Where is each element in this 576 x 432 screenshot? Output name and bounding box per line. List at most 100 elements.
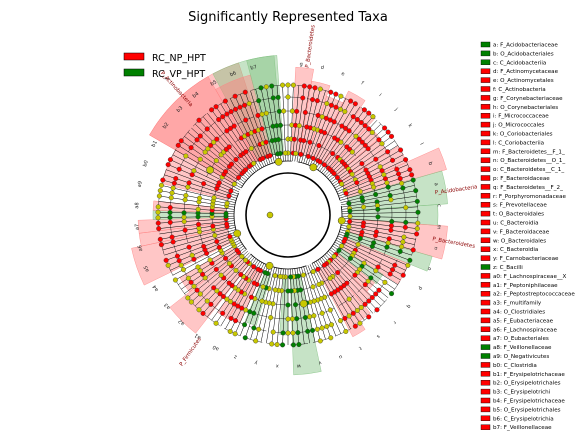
taxon-node: [371, 184, 377, 190]
clade-letter: v: [318, 359, 322, 365]
taxon-node: [171, 180, 177, 186]
taxon-node: [288, 274, 294, 280]
clade-letter: a6: [137, 244, 144, 251]
major-node: [265, 261, 274, 270]
taxon-node: [399, 180, 405, 186]
taxon-node: [189, 252, 195, 258]
taxon-node: [328, 291, 334, 297]
taxon-node: [204, 298, 210, 304]
taxon-node: [310, 327, 316, 333]
taxon-node: [385, 240, 391, 246]
key-swatch: [480, 424, 491, 430]
key-entry: a: F_Acidobacteriaceae: [493, 43, 558, 49]
taxon-node: [176, 258, 182, 264]
taxon-node: [167, 157, 173, 163]
taxon-node: [317, 159, 323, 165]
key-entry: u: C_Bacteroidia: [493, 221, 539, 227]
taxon-node: [362, 282, 368, 288]
taxon-node: [208, 142, 214, 148]
phylum-label: P_Bacteroidetes: [305, 25, 317, 69]
taxon-node: [223, 211, 229, 217]
taxon-node: [188, 299, 194, 305]
taxon-node: [239, 253, 245, 259]
taxon-node: [251, 264, 257, 270]
taxon-node: [389, 133, 395, 139]
taxon-node: [300, 272, 306, 278]
taxon-node: [258, 85, 264, 91]
taxon-node: [358, 304, 364, 310]
key-entry: a9: O_Negativicutes: [493, 354, 549, 360]
tree-branch: [172, 154, 241, 191]
key-entry: f: C_Actinobacteria: [493, 87, 546, 93]
taxon-node: [202, 275, 208, 281]
key-entry: b0: C_Clostridia: [493, 363, 537, 369]
taxon-node: [195, 221, 201, 227]
clade-highlight-sectors: [131, 55, 448, 376]
key-entry: s: F_Prevotellaceae: [493, 203, 547, 209]
taxon-node: [373, 291, 379, 297]
clade-letter: a: [433, 182, 440, 186]
key-entry: a4: O_Clostridiales: [493, 310, 545, 316]
taxon-node: [314, 98, 320, 104]
key-entry: y: F_Carnobacteriaceae: [493, 256, 559, 262]
cladogram-tree: [155, 82, 421, 348]
taxon-node: [220, 114, 226, 120]
taxon-node: [229, 161, 235, 167]
taxon-node: [321, 262, 327, 268]
taxon-node: [280, 342, 286, 348]
taxon-node: [400, 239, 406, 245]
phylum-label: P_Acidobacteria: [435, 184, 478, 196]
clade-letter: b1: [151, 140, 159, 148]
taxon-node: [337, 318, 343, 324]
taxon-node: [390, 267, 396, 273]
key-entry: b: O_Acidobacteriales: [493, 51, 554, 57]
taxon-node: [231, 301, 237, 307]
legend-swatch-np: [123, 52, 145, 61]
taxon-node: [368, 275, 374, 281]
taxon-node: [155, 209, 161, 215]
taxon-node: [354, 307, 360, 313]
key-entry: a5: F_Eubacteriaceae: [493, 318, 554, 324]
taxon-node: [347, 218, 353, 224]
taxon-node: [388, 223, 394, 229]
taxon-node: [277, 150, 283, 156]
taxon-node: [243, 257, 249, 263]
taxon-node: [208, 301, 214, 307]
clade-letter: t: [358, 345, 363, 351]
taxon-node: [251, 280, 257, 286]
taxon-node: [155, 220, 161, 226]
taxon-node: [155, 215, 161, 221]
major-node: [233, 229, 242, 238]
taxon-node: [224, 111, 230, 117]
taxon-node: [223, 255, 229, 261]
tree-branch: [170, 159, 240, 193]
taxon-node: [226, 280, 232, 286]
taxon-node: [253, 338, 259, 344]
taxon-node: [370, 114, 376, 120]
clade-letter: b6: [229, 70, 237, 78]
clade-letter: b5: [210, 79, 218, 87]
taxon-node: [267, 153, 273, 159]
clade-letter: z: [233, 353, 238, 360]
clade-letter: o: [426, 266, 433, 271]
taxon-node: [165, 262, 171, 268]
taxon-node: [238, 272, 244, 278]
taxon-node: [223, 169, 229, 175]
key-swatch: [480, 148, 491, 155]
clade-letter: a9: [137, 181, 144, 188]
taxon-node: [218, 272, 224, 278]
taxon-node: [392, 262, 398, 268]
taxon-node: [170, 185, 176, 191]
taxon-node: [200, 310, 206, 316]
taxon-node: [310, 155, 316, 161]
taxon-node: [310, 284, 316, 290]
taxon-node: [242, 322, 248, 328]
clade-letter: a1: [194, 332, 203, 341]
taxon-node: [259, 111, 265, 117]
tree-branch: [327, 127, 385, 180]
key-swatch: [480, 317, 491, 324]
clade-letter: f: [360, 80, 365, 86]
taxon-node: [188, 145, 194, 151]
taxon-node: [213, 266, 219, 272]
clade-letter: a4: [152, 284, 160, 292]
